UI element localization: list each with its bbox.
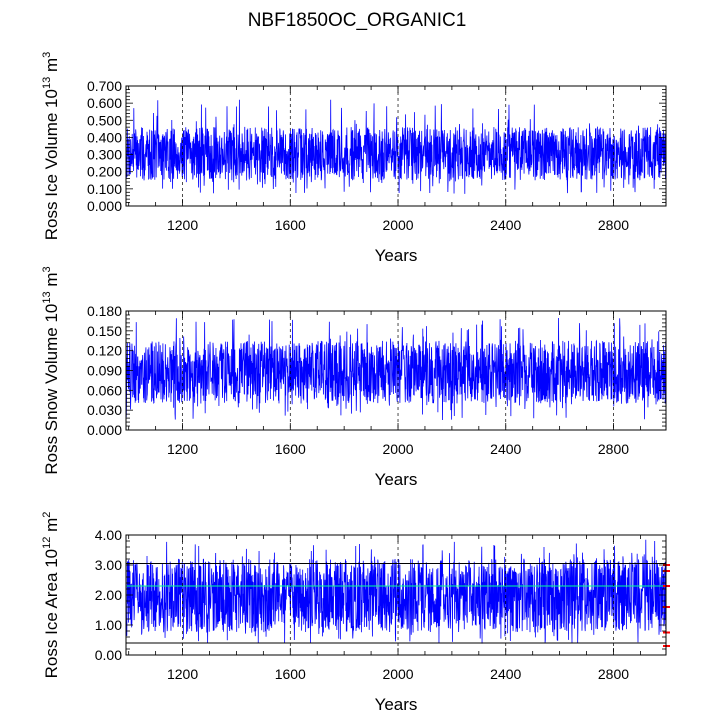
y-tick-label: 1.00 [95,617,122,633]
x-axis-label: Years [375,470,418,489]
x-tick-label: 1200 [167,217,198,233]
y-label-unit: m [42,272,61,291]
x-tick-label: 1200 [167,441,198,457]
y-tick-label: 0.180 [87,303,122,319]
y-tick-label: 0.150 [87,323,122,339]
y-tick-label: 0.300 [87,147,122,163]
x-tick-label: 2000 [382,217,413,233]
y-tick-label: 0.00 [95,647,122,663]
y-label-exponent: 13 [41,77,53,89]
x-axis-label: Years [375,246,418,265]
y-label-base: Ross Ice Area 10 [42,549,61,678]
x-tick-label: 2000 [382,666,413,682]
y-axis-label: Ross Ice Volume 1013 m3 [41,52,61,240]
y-tick-label: 0.400 [87,129,122,145]
y-tick-label: 0.120 [87,343,122,359]
x-tick-label: 2800 [598,441,629,457]
x-tick-label: 2400 [490,217,521,233]
x-tick-label: 2800 [598,666,629,682]
y-tick-label: 0.700 [87,78,122,94]
x-tick-label: 2800 [598,217,629,233]
y-tick-label: 0.600 [87,95,122,111]
y-label-unit: m [42,518,61,537]
y-label-base: Ross Ice Volume 10 [42,89,61,240]
chart-panel-2: 1200 1600 2000 2400 2800 0.000 0.030 0.060 0.090… [41,266,667,489]
y-label-exponent: 12 [41,537,53,549]
y-tick-label: 0.000 [87,198,122,214]
x-tick-label: 1600 [275,666,306,682]
chart-panel-1: 1200 1600 2000 2400 2800 0.0000.1000.2000.300… [41,52,667,265]
series-line-ross-snow-volume [125,317,667,421]
x-tick-label: 1600 [275,441,306,457]
x-tick-label: 1600 [275,217,306,233]
chart-panels: 1200 1600 2000 2400 28000.0000.1000.2000.300… [41,52,670,714]
y-label-unit-exponent: 2 [41,512,53,518]
y-tick-label: 0.030 [87,402,122,418]
figure-title: NBF1850OC_ORGANIC1 [248,10,467,31]
y-label-exponent: 13 [41,291,53,303]
y-tick-label: 2.00 [95,587,122,603]
series-line-ross-ice-volume [125,99,667,194]
y-label-unit: m [42,58,61,77]
y-tick-label: 0.090 [87,363,122,379]
y-tick-label: 4.00 [95,527,122,543]
x-axis-label: Years [375,695,418,714]
series-line-ross-ice-area [125,539,667,644]
x-tick-label: 2400 [490,666,521,682]
y-tick-label: 0.060 [87,382,122,398]
plot-frame [125,85,667,207]
y-axis-label: Ross Ice Area 1012 m2 [41,512,61,679]
y-tick-label: 0.000 [87,422,122,438]
y-label-unit-exponent: 3 [41,52,53,58]
y-tick-label: 0.100 [87,181,122,197]
y-tick-label: 0.500 [87,112,122,128]
x-tick-label: 2400 [490,441,521,457]
chart-panel-3: 1200 1600 2000 2400 2800 0.00 1.00 2.00 3.00 4.00… [41,512,670,714]
x-tick-label: 2000 [382,441,413,457]
y-axis-label: Ross Snow Volume 1013 m3 [41,266,61,474]
y-tick-label: 3.00 [95,557,122,573]
y-tick-label: 0.200 [87,164,122,180]
y-label-base: Ross Snow Volume 10 [42,304,61,475]
y-label-unit-exponent: 3 [41,266,53,272]
x-tick-label: 1200 [167,666,198,682]
